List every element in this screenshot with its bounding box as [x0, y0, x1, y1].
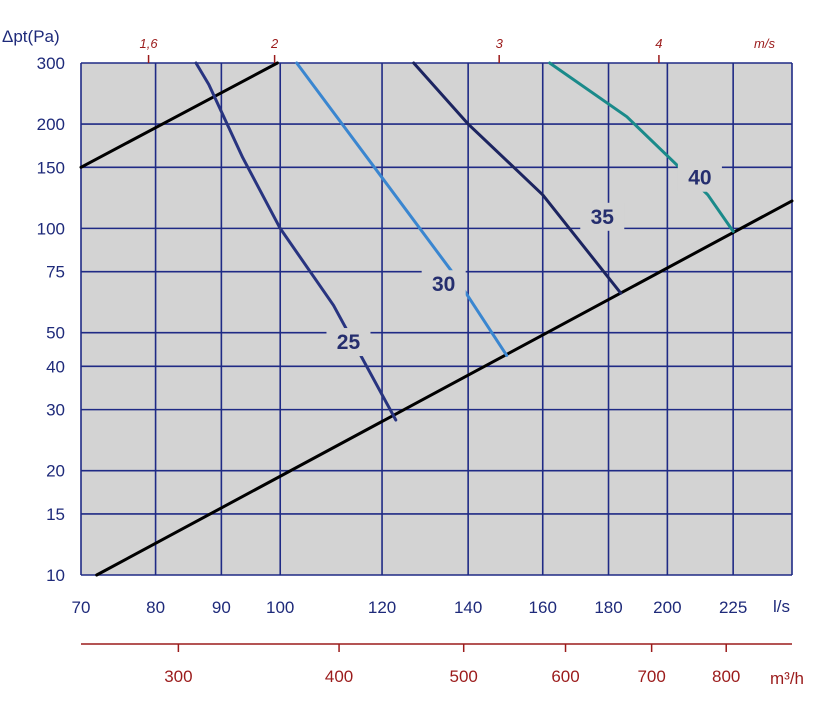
m3h-tick-300: 300 [164, 667, 192, 686]
x-tick-100: 100 [266, 598, 294, 617]
x-tick-120: 120 [368, 598, 396, 617]
x-tick-80: 80 [146, 598, 165, 617]
m3h-tick-800: 800 [712, 667, 740, 686]
x-tick-90: 90 [212, 598, 231, 617]
y-tick-labels: 10 15 20 30 40 50 75 100 150 200 300 [37, 54, 65, 585]
velocity-tick-4: 4 [655, 36, 662, 51]
y-tick-10: 10 [46, 566, 65, 585]
y-axis-title: Δpt(Pa) [2, 27, 60, 46]
x-axis-unit-label: l/s [773, 597, 790, 616]
curve-label-bg-25 [326, 328, 371, 357]
m3h-tick-600: 600 [551, 667, 579, 686]
m3h-tick-500: 500 [450, 667, 478, 686]
curve-label-40: 40 [688, 167, 711, 190]
y-tick-40: 40 [46, 357, 65, 376]
x-tick-70: 70 [72, 598, 91, 617]
y-tick-15: 15 [46, 505, 65, 524]
series-lines [79, 61, 794, 577]
y-tick-75: 75 [46, 263, 65, 282]
velocity-tick-2: 2 [270, 36, 279, 51]
m3h-unit-label: m³/h [770, 669, 804, 688]
y-tick-200: 200 [37, 115, 65, 134]
m3h-tick-400: 400 [325, 667, 353, 686]
curve-label-35: 35 [591, 206, 615, 229]
curve-25 [194, 61, 398, 422]
curve-label-bg-40 [677, 163, 722, 192]
system-line-lower [95, 199, 794, 577]
curve-35 [412, 61, 623, 295]
m3h-axis: 300 400 500 600 700 800 [81, 643, 792, 686]
velocity-tick-3: 3 [496, 36, 504, 51]
curve-label-30: 30 [432, 273, 455, 296]
x-tick-160: 160 [529, 598, 557, 617]
velocity-ticks: 1,6 2 3 4 [140, 36, 663, 63]
x-tick-180: 180 [594, 598, 622, 617]
curve-label-25: 25 [337, 331, 361, 354]
x-tick-labels: 70 80 90 100 120 140 160 180 200 225 [72, 598, 748, 617]
y-tick-150: 150 [37, 158, 65, 177]
vertical-gridlines [80, 63, 793, 575]
x-tick-200: 200 [653, 598, 681, 617]
system-line-upper [79, 61, 279, 169]
y-tick-100: 100 [37, 219, 65, 238]
y-tick-30: 30 [46, 401, 65, 420]
plot-background [81, 63, 792, 575]
y-tick-50: 50 [46, 324, 65, 343]
velocity-unit-label: m/s [754, 36, 775, 51]
curve-40 [548, 61, 735, 233]
y-tick-300: 300 [37, 54, 65, 73]
x-tick-140: 140 [454, 598, 482, 617]
m3h-tick-700: 700 [637, 667, 665, 686]
x-tick-225: 225 [719, 598, 747, 617]
curve-30 [295, 61, 509, 357]
curve-labels: 25 30 35 40 [326, 163, 722, 357]
y-tick-20: 20 [46, 462, 65, 481]
velocity-tick-1,6: 1,6 [140, 36, 159, 51]
curve-label-bg-30 [421, 270, 466, 299]
curve-label-bg-35 [580, 202, 625, 231]
